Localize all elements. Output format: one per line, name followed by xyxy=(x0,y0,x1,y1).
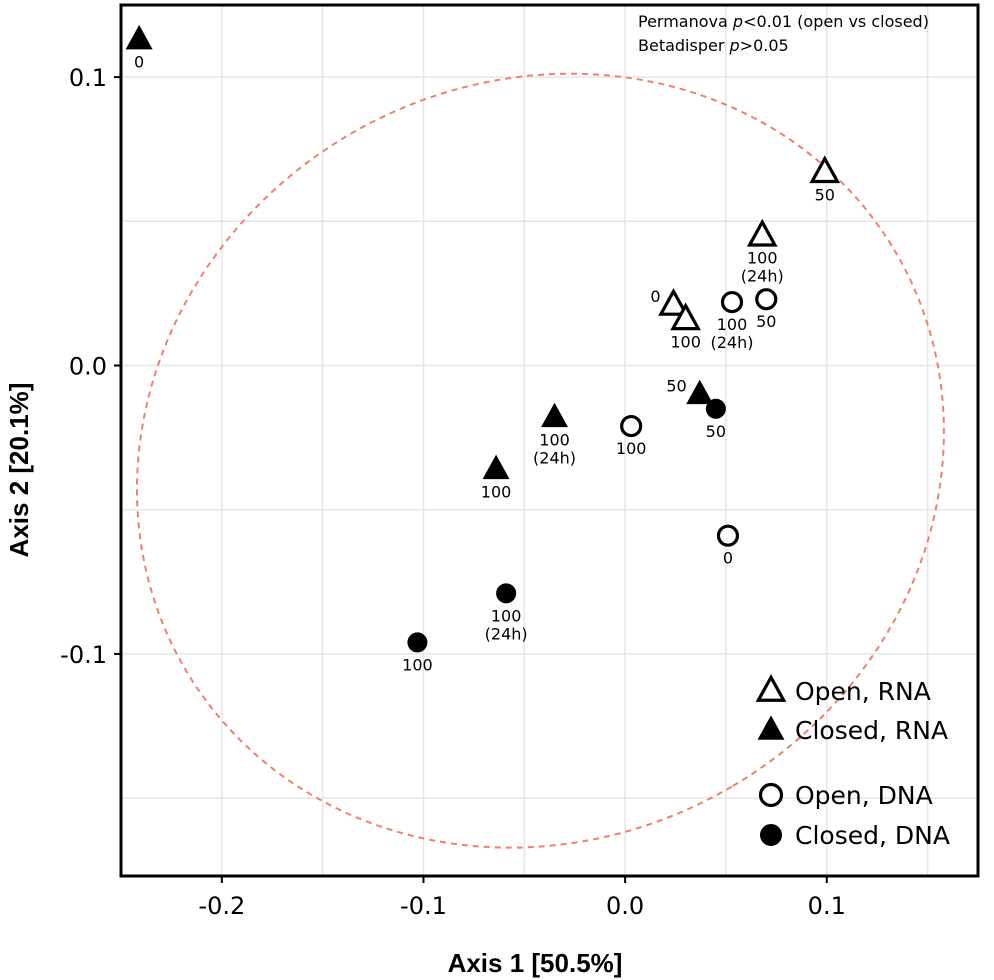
closed-rna-point-label: 100 xyxy=(481,482,512,501)
legend-label: Open, RNA xyxy=(795,677,931,706)
plot-frame xyxy=(119,3,980,878)
legend: Open, RNA Closed, RNA Open, DNA Closed, DNA xyxy=(755,674,950,850)
tick-layer: -0.2 -0.1 0.0 0.1 0.1 0.0 -0.1 xyxy=(60,64,846,920)
y-tick-label: 0.1 xyxy=(69,64,107,92)
closed-rna-marker xyxy=(686,379,714,405)
x-tick-label: 0.0 xyxy=(606,892,644,920)
point-label-line: 100 xyxy=(539,430,570,449)
point-label-line: 50 xyxy=(815,185,835,204)
open-rna-point-label: 50 xyxy=(815,185,835,204)
open-dna-marker xyxy=(755,288,778,311)
closed-dna-point-label: 100 (24h) xyxy=(485,606,528,643)
closed-rna-marker xyxy=(125,24,153,50)
closed-rna-marker xyxy=(541,402,569,428)
legend-closed-dna-marker xyxy=(760,824,782,846)
point-label-line: 50 xyxy=(756,312,776,331)
point-label-line: 100 xyxy=(481,482,512,501)
stats-annotation-line: Permanova p<0.01 (open vs closed) xyxy=(638,12,929,31)
marker-layer xyxy=(125,24,841,653)
y-tick-label: -0.1 xyxy=(60,641,107,669)
legend-item-open-rna: Open, RNA xyxy=(755,674,931,706)
x-tick-label: -0.1 xyxy=(400,892,447,920)
stats-annotation-line: Betadisper p>0.05 xyxy=(638,36,789,55)
point-label-line: (24h) xyxy=(485,624,528,643)
open-dna-point-label: 100 (24h) xyxy=(710,315,753,352)
legend-item-closed-rna: Closed, RNA xyxy=(757,715,948,745)
y-axis-title: Axis 2 [20.1%] xyxy=(4,383,34,558)
annotation-segment: p xyxy=(732,12,743,31)
x-axis-title: Axis 1 [50.5%] xyxy=(448,948,623,978)
closed-dna-marker xyxy=(705,398,726,419)
closed-rna-point-label: 100 (24h) xyxy=(533,430,576,467)
point-label-line: (24h) xyxy=(710,333,753,352)
open-rna-marker xyxy=(658,288,689,316)
annotation-segment: Permanova xyxy=(638,12,733,31)
legend-label: Closed, RNA xyxy=(795,716,948,745)
point-label-line: 100 xyxy=(616,439,647,458)
annotation-segment: >0.05 xyxy=(740,36,789,55)
x-tick-label: 0.1 xyxy=(808,892,846,920)
closed-dna-point-label: 50 xyxy=(706,422,726,441)
legend-item-closed-dna: Closed, DNA xyxy=(760,821,950,850)
legend-open-rna-marker xyxy=(755,674,787,702)
open-dna-point-label: 50 xyxy=(756,312,776,331)
open-rna-point-label: 100 xyxy=(670,332,701,351)
y-tick-label: 0.0 xyxy=(69,353,107,381)
annotation-layer: Permanova p<0.01 (open vs closed) Betadis… xyxy=(638,12,929,55)
point-label-line: 100 xyxy=(670,332,701,351)
point-label-line: 100 xyxy=(747,249,778,268)
open-rna-marker xyxy=(746,218,778,247)
point-label-line: (24h) xyxy=(741,267,784,286)
closed-dna-marker xyxy=(407,632,428,653)
point-label-line: 0 xyxy=(134,53,144,72)
open-rna-marker xyxy=(809,155,841,184)
grid-layer xyxy=(121,5,978,876)
open-rna-marker xyxy=(670,302,701,331)
point-label-line: 50 xyxy=(706,422,726,441)
legend-open-dna-marker xyxy=(758,782,784,808)
open-rna-point-label: 0 xyxy=(650,287,660,306)
annotation-segment: p xyxy=(729,36,740,55)
open-dna-marker xyxy=(620,414,643,438)
annotation-segment: <0.01 (open vs closed) xyxy=(743,12,929,31)
point-label-line: 100 xyxy=(402,655,433,674)
closed-rna-point-label: 50 xyxy=(666,376,686,395)
point-label-line: (24h) xyxy=(533,448,576,467)
point-label-line: 0 xyxy=(723,549,733,568)
closed-dna-point-label: 100 xyxy=(402,655,433,674)
closed-rna-point-label: 0 xyxy=(134,53,144,72)
open-rna-point-label: 100 (24h) xyxy=(741,249,784,286)
closed-rna-marker xyxy=(482,454,510,480)
closed-dna-marker xyxy=(496,583,517,604)
annotation-segment: Betadisper xyxy=(638,36,730,55)
x-tick-label: -0.2 xyxy=(198,892,245,920)
open-dna-point-label: 100 xyxy=(616,439,647,458)
legend-item-open-dna: Open, DNA xyxy=(758,781,933,810)
legend-label: Open, DNA xyxy=(795,781,933,810)
open-dna-point-label: 0 xyxy=(723,549,733,568)
point-label-line: 100 xyxy=(491,606,522,625)
legend-closed-rna-marker xyxy=(757,715,785,740)
point-label-line: 100 xyxy=(717,315,748,334)
open-dna-marker xyxy=(720,290,744,314)
legend-label: Closed, DNA xyxy=(795,821,950,850)
open-dna-marker xyxy=(716,524,740,547)
